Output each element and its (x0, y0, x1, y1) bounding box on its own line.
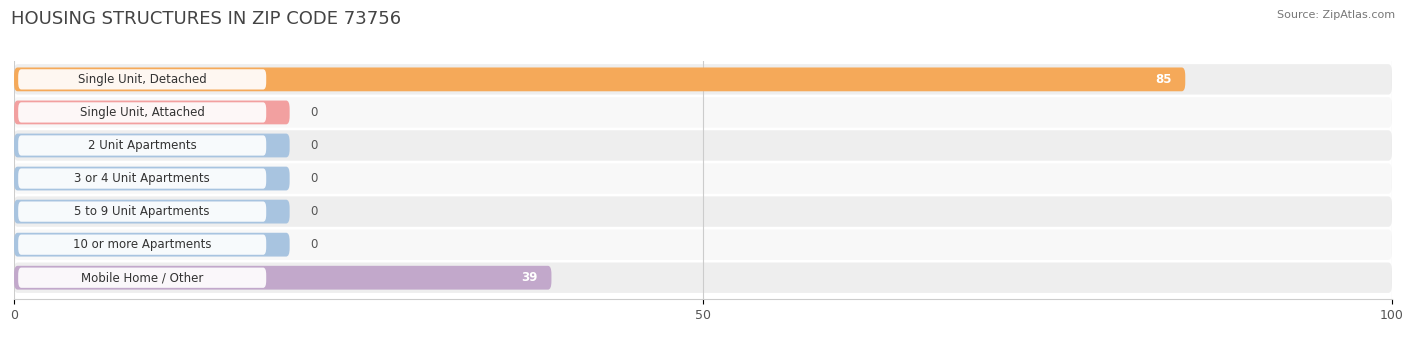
Text: Mobile Home / Other: Mobile Home / Other (82, 271, 204, 284)
FancyBboxPatch shape (14, 167, 290, 190)
Text: 0: 0 (311, 205, 318, 218)
Text: 85: 85 (1154, 73, 1171, 86)
Text: 2 Unit Apartments: 2 Unit Apartments (87, 139, 197, 152)
Text: HOUSING STRUCTURES IN ZIP CODE 73756: HOUSING STRUCTURES IN ZIP CODE 73756 (11, 10, 401, 28)
FancyBboxPatch shape (14, 230, 1392, 260)
FancyBboxPatch shape (14, 262, 1392, 293)
FancyBboxPatch shape (18, 102, 266, 122)
FancyBboxPatch shape (14, 130, 1392, 161)
FancyBboxPatch shape (18, 202, 266, 222)
Text: 5 to 9 Unit Apartments: 5 to 9 Unit Apartments (75, 205, 209, 218)
FancyBboxPatch shape (14, 67, 1185, 91)
FancyBboxPatch shape (14, 197, 1392, 227)
FancyBboxPatch shape (14, 97, 1392, 128)
Text: Single Unit, Attached: Single Unit, Attached (80, 106, 205, 119)
FancyBboxPatch shape (14, 134, 290, 157)
FancyBboxPatch shape (14, 200, 290, 223)
FancyBboxPatch shape (14, 266, 551, 290)
Text: 10 or more Apartments: 10 or more Apartments (73, 238, 211, 251)
FancyBboxPatch shape (14, 163, 1392, 194)
Text: Source: ZipAtlas.com: Source: ZipAtlas.com (1277, 10, 1395, 20)
Text: 3 or 4 Unit Apartments: 3 or 4 Unit Apartments (75, 172, 209, 185)
Text: Single Unit, Detached: Single Unit, Detached (77, 73, 207, 86)
Text: 0: 0 (311, 106, 318, 119)
FancyBboxPatch shape (18, 168, 266, 189)
FancyBboxPatch shape (18, 69, 266, 89)
FancyBboxPatch shape (14, 64, 1392, 95)
FancyBboxPatch shape (14, 233, 290, 257)
FancyBboxPatch shape (18, 268, 266, 288)
FancyBboxPatch shape (14, 101, 290, 124)
Text: 0: 0 (311, 238, 318, 251)
Text: 0: 0 (311, 172, 318, 185)
Text: 39: 39 (522, 271, 537, 284)
Text: 0: 0 (311, 139, 318, 152)
FancyBboxPatch shape (18, 235, 266, 255)
FancyBboxPatch shape (18, 135, 266, 156)
